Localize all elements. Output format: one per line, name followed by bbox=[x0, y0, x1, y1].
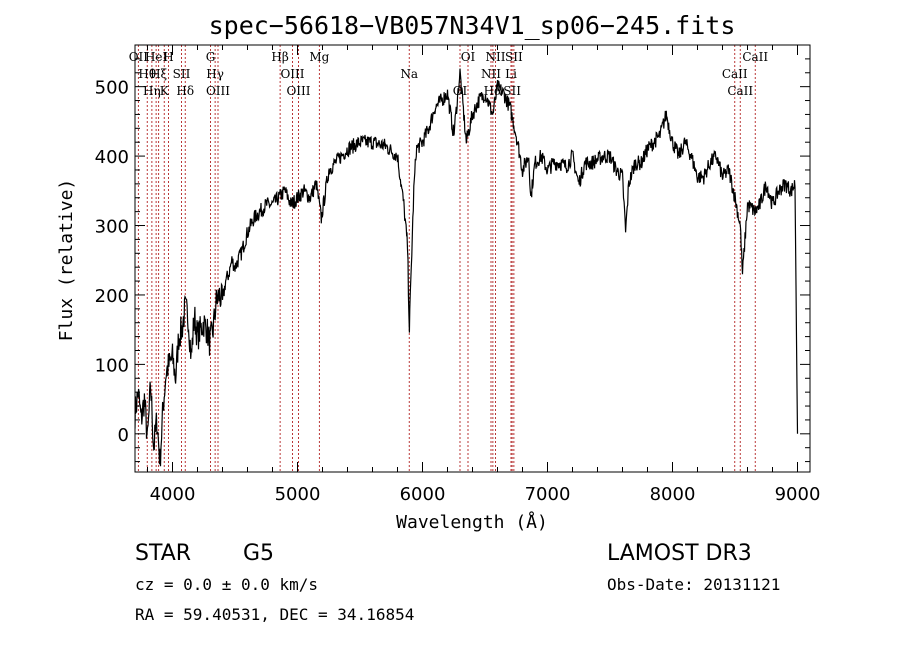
x-axis-ticks: 4000 5000 6000 7000 8000 9000 bbox=[147, 45, 821, 505]
x-tick-label: 6000 bbox=[400, 484, 446, 505]
object-class: STAR bbox=[135, 541, 191, 566]
survey-name: LAMOST DR3 bbox=[607, 541, 752, 566]
marker-label: Na bbox=[400, 67, 418, 81]
marker-label: Hξ bbox=[150, 67, 167, 81]
marker-label: CaII bbox=[727, 84, 753, 98]
marker-label: NII bbox=[486, 50, 506, 64]
coordinates: RA = 59.40531, DEC = 34.16854 bbox=[135, 605, 414, 624]
marker-label: Hθ bbox=[138, 67, 156, 81]
velocity-readout: cz = 0.0 ± 0.0 km/s bbox=[135, 575, 318, 594]
marker-label: SII bbox=[505, 50, 523, 64]
x-tick-label: 5000 bbox=[275, 484, 321, 505]
marker-label: OII bbox=[129, 50, 149, 64]
y-tick-label: 500 bbox=[95, 78, 129, 99]
marker-label: OIII bbox=[286, 84, 310, 98]
marker-label: HeI bbox=[145, 50, 168, 64]
marker-label: Hδ bbox=[176, 84, 194, 98]
marker-label: OIII bbox=[280, 67, 304, 81]
y-tick-label: 100 bbox=[95, 355, 129, 376]
marker-label: SII bbox=[173, 67, 191, 81]
line-marker-labels: OIIHθHηHeIHξKHSIIHδGHγOIIIHβOIIIOIIIMgNa… bbox=[129, 50, 769, 98]
y-tick-label: 0 bbox=[118, 425, 129, 446]
x-tick-label: 7000 bbox=[525, 484, 571, 505]
y-tick-label: 200 bbox=[95, 286, 129, 307]
line-markers bbox=[137, 45, 756, 472]
marker-label: K bbox=[160, 84, 170, 98]
chart-title: spec−56618−VB057N34V1_sp06−245.fits bbox=[209, 11, 736, 40]
spectrum-line bbox=[135, 68, 799, 467]
marker-label: Hβ bbox=[271, 50, 288, 64]
marker-label: CaII bbox=[722, 67, 748, 81]
y-tick-label: 300 bbox=[95, 217, 129, 238]
x-tick-label: 9000 bbox=[775, 484, 821, 505]
marker-label: Li bbox=[505, 67, 517, 81]
marker-label: CaII bbox=[742, 50, 768, 64]
x-axis-label: Wavelength (Å) bbox=[396, 511, 548, 533]
marker-label: Hη bbox=[143, 84, 161, 98]
marker-label: OI bbox=[453, 84, 468, 98]
marker-label: NII bbox=[481, 67, 501, 81]
marker-label: OI bbox=[461, 50, 476, 64]
y-axis-ticks: 0 100 200 300 400 500 bbox=[95, 58, 810, 463]
y-axis-label: Flux (relative) bbox=[56, 179, 77, 342]
x-tick-label: 8000 bbox=[650, 484, 696, 505]
marker-label: Hγ bbox=[206, 67, 224, 81]
y-tick-label: 400 bbox=[95, 147, 129, 168]
marker-label: H bbox=[163, 50, 173, 64]
plot-frame bbox=[134, 44, 811, 473]
marker-label: SII bbox=[503, 84, 521, 98]
object-subclass: G5 bbox=[243, 541, 274, 566]
obs-date: Obs-Date: 20131121 bbox=[607, 575, 780, 594]
marker-label: G bbox=[206, 50, 216, 64]
marker-label: OIII bbox=[206, 84, 230, 98]
x-tick-label: 4000 bbox=[150, 484, 196, 505]
marker-label: Mg bbox=[309, 50, 329, 64]
